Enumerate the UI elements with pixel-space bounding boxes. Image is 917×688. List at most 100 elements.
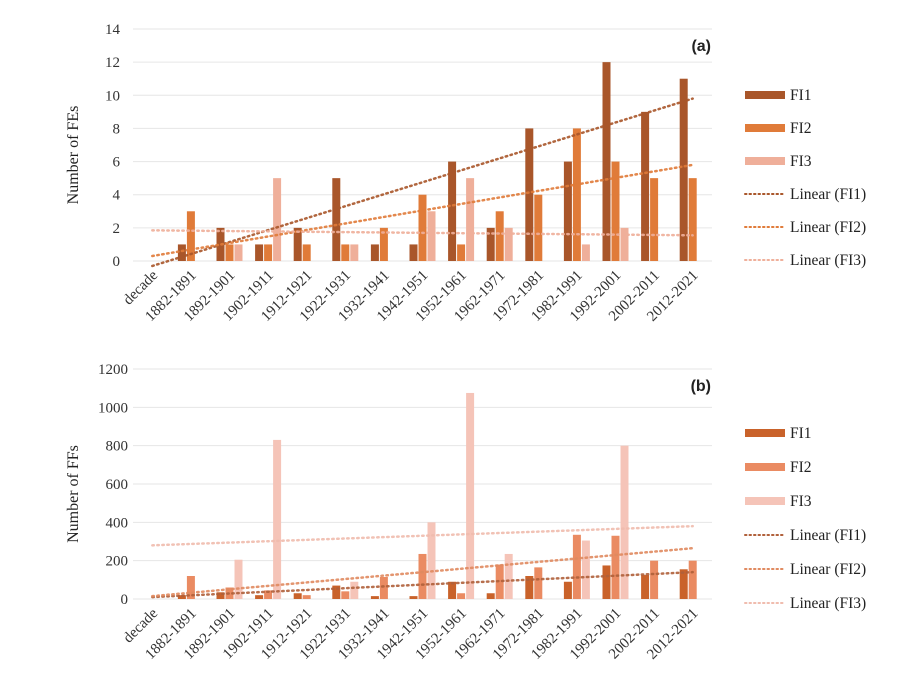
bar-fi1 bbox=[177, 595, 186, 599]
bar-fi2 bbox=[611, 161, 620, 261]
y-tick-label: 6 bbox=[113, 155, 121, 171]
bar-fi2 bbox=[341, 244, 350, 261]
legend-label: Linear (FI3) bbox=[790, 252, 866, 269]
bar-fi1 bbox=[448, 581, 457, 599]
bar-fi2 bbox=[572, 534, 581, 599]
bar-fi1 bbox=[602, 62, 611, 262]
bar-fi3 bbox=[427, 211, 436, 261]
y-tick-label: 600 bbox=[106, 477, 129, 493]
bar-fi2 bbox=[495, 564, 504, 599]
bar-fi1 bbox=[679, 569, 688, 599]
bar-fi2 bbox=[225, 244, 234, 261]
bar-fi2 bbox=[341, 591, 350, 599]
y-tick-label: 800 bbox=[106, 439, 129, 455]
bar-fi3 bbox=[350, 581, 359, 599]
bar-fi3 bbox=[234, 559, 243, 599]
legend-label: Linear (FI1) bbox=[790, 186, 866, 203]
panel-label: (a) bbox=[691, 38, 711, 55]
bar-fi2 bbox=[379, 576, 388, 599]
trendline-2 bbox=[151, 546, 694, 598]
legend-label: FI3 bbox=[790, 153, 812, 170]
y-axis-title: Number of FFs bbox=[65, 445, 82, 543]
legend-swatch bbox=[745, 91, 785, 99]
bar-fi3 bbox=[427, 522, 436, 599]
bar-fi2 bbox=[650, 178, 659, 261]
bar-fi3 bbox=[273, 439, 282, 599]
legend-swatch bbox=[745, 124, 785, 132]
legend: FI1 FI2 FI3 Linear (FI1) Linear (FI2) Linear … bbox=[744, 425, 866, 612]
bar-fi1 bbox=[602, 565, 611, 599]
bar-fi1 bbox=[486, 593, 495, 599]
bar-fi2 bbox=[264, 244, 273, 261]
bar-fi3 bbox=[504, 227, 513, 261]
bar-fi2 bbox=[264, 590, 273, 599]
trendline-3 bbox=[151, 229, 694, 237]
bar-fi1 bbox=[641, 575, 650, 599]
bar-fi1 bbox=[641, 111, 650, 261]
bar-fi2 bbox=[688, 178, 697, 261]
bar-fi2 bbox=[457, 244, 466, 261]
bar-fi1 bbox=[332, 585, 341, 599]
bar-fi1 bbox=[370, 244, 379, 261]
bar-fi1 bbox=[563, 581, 572, 599]
bar-fi3 bbox=[581, 540, 590, 599]
trendline-2 bbox=[151, 163, 694, 258]
bar-fi1 bbox=[486, 227, 495, 261]
bar-fi2 bbox=[379, 227, 388, 261]
bar-fi2 bbox=[611, 535, 620, 599]
bar-fi1 bbox=[563, 161, 572, 261]
legend-label: FI1 bbox=[790, 425, 812, 442]
legend-label: Linear (FI2) bbox=[790, 561, 866, 578]
bar-fi1 bbox=[409, 244, 418, 261]
y-tick-label: 1000 bbox=[98, 400, 128, 416]
bar-fi3 bbox=[620, 227, 629, 261]
legend-label: FI1 bbox=[790, 87, 812, 104]
bar-fi3 bbox=[466, 392, 475, 599]
bar-fi1 bbox=[679, 78, 688, 261]
bar-fi2 bbox=[418, 553, 427, 599]
bar-fi2 bbox=[302, 244, 311, 261]
bar-fi3 bbox=[620, 445, 629, 599]
bar-fi1 bbox=[293, 227, 302, 261]
legend: FI1 FI2 FI3 Linear (FI1) Linear (FI2) Linear … bbox=[744, 87, 866, 269]
bar-fi1 bbox=[409, 596, 418, 599]
bar-fi2 bbox=[418, 194, 427, 261]
bar-fi1 bbox=[525, 576, 534, 599]
legend-label: FI2 bbox=[790, 459, 812, 476]
legend-swatch bbox=[745, 429, 785, 437]
y-tick-label: 0 bbox=[113, 254, 121, 270]
panel-label: (b) bbox=[691, 378, 711, 395]
bar-fi3 bbox=[234, 244, 243, 261]
bar-fi3 bbox=[504, 553, 513, 599]
bar-fi1 bbox=[216, 592, 225, 599]
bar-fi2 bbox=[186, 211, 195, 261]
legend-label: Linear (FI1) bbox=[790, 527, 866, 544]
y-tick-label: 8 bbox=[113, 121, 121, 137]
bar-fi1 bbox=[293, 593, 302, 599]
bar-fi3 bbox=[273, 178, 282, 261]
trendline-3 bbox=[151, 524, 694, 547]
y-tick-label: 200 bbox=[106, 554, 129, 570]
y-tick-label: 400 bbox=[106, 515, 129, 531]
bar-fi1 bbox=[177, 244, 186, 261]
bar-fi3 bbox=[350, 244, 359, 261]
bar-fi1 bbox=[525, 128, 534, 261]
y-tick-label: 4 bbox=[113, 188, 121, 204]
bar-fi2 bbox=[688, 560, 697, 599]
bar-fi2 bbox=[302, 595, 311, 599]
legend-label: FI3 bbox=[790, 493, 812, 510]
bar-fi2 bbox=[534, 194, 543, 261]
y-tick-label: 0 bbox=[121, 592, 129, 608]
trendline-1 bbox=[151, 570, 694, 599]
bar-fi2 bbox=[534, 567, 543, 599]
y-tick-label: 1200 bbox=[98, 362, 128, 378]
bar-fi3 bbox=[466, 178, 475, 261]
legend-label: Linear (FI2) bbox=[790, 219, 866, 236]
bar-fi2 bbox=[572, 128, 581, 261]
bar-fi1 bbox=[370, 596, 379, 599]
legend-label: Linear (FI3) bbox=[790, 595, 866, 612]
bar-fi2 bbox=[650, 560, 659, 599]
y-axis-title: Number of FEs bbox=[65, 106, 82, 205]
